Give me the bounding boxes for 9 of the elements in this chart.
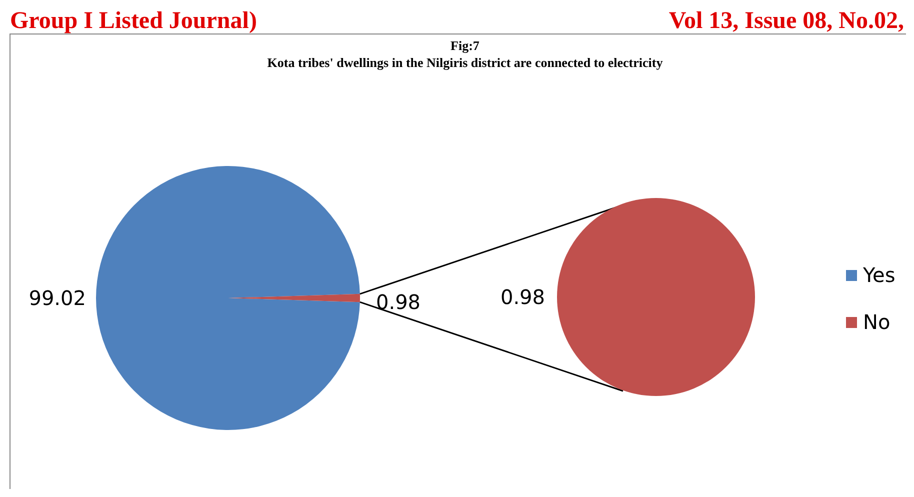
data-label: 0.98 <box>500 285 545 309</box>
chart-title: Fig:7 <box>450 38 480 53</box>
text: Group I Listed Journal) <box>10 8 257 34</box>
legend-label: No <box>863 310 890 334</box>
chart-subtitle: Kota tribes' dwellings in the Nilgiris district are connected to electricity <box>267 55 664 70</box>
legend-label: Yes <box>862 263 896 287</box>
data-label: 99.02 <box>28 286 86 310</box>
data-label: 0.98 <box>376 290 421 314</box>
text: Vol 13, Issue 08, No.02, <box>668 8 904 34</box>
